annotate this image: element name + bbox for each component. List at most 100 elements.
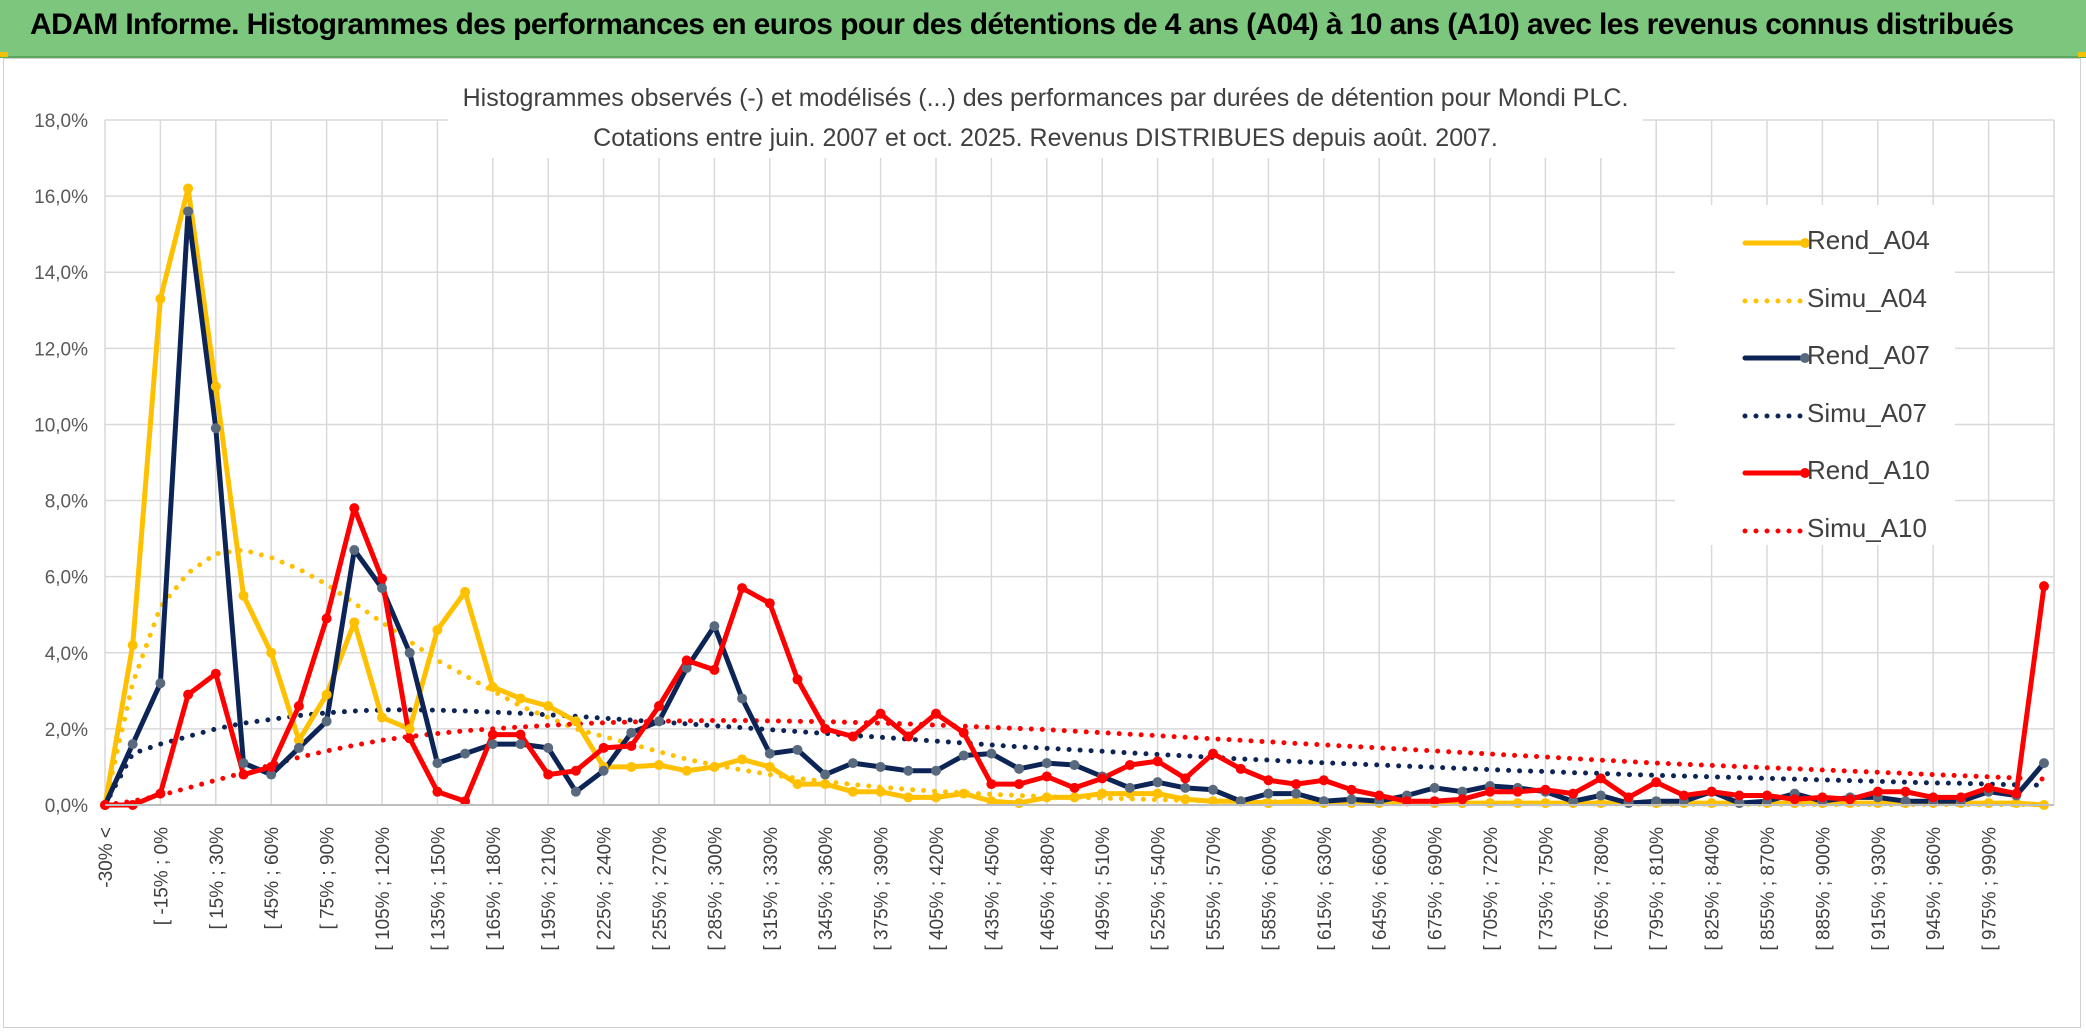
- chart-frame: [3, 58, 2081, 1028]
- data-point-rend_a10: [238, 769, 249, 780]
- data-point-rend_a07: [1263, 788, 1274, 799]
- data-point-rend_a07: [1346, 794, 1357, 805]
- legend-item-rend_a07: Rend_A07: [1675, 338, 1955, 378]
- data-point-rend_a04: [931, 792, 941, 803]
- data-point-rend_a10: [432, 786, 443, 797]
- data-point-rend_a04: [903, 792, 914, 803]
- data-point-rend_a04: [183, 183, 194, 194]
- data-point-rend_a10: [543, 769, 554, 780]
- data-point-rend_a04: [764, 761, 775, 772]
- data-point-rend_a07: [1595, 790, 1606, 801]
- data-point-rend_a10: [460, 796, 471, 807]
- data-point-rend_a07: [1069, 760, 1080, 771]
- y-tick-label: 14,0%: [34, 263, 88, 284]
- data-point-rend_a04: [986, 796, 997, 807]
- data-point-rend_a10: [349, 503, 360, 514]
- data-point-rend_a04: [1485, 798, 1495, 809]
- data-point-rend_a04: [792, 779, 803, 790]
- series-markers: [100, 183, 2049, 810]
- data-point-rend_a07: [543, 742, 554, 753]
- data-point-rend_a04: [155, 293, 166, 304]
- data-point-rend_a07: [958, 750, 969, 761]
- data-point-rend_a07: [626, 727, 637, 738]
- data-point-rend_a04: [1041, 792, 1052, 803]
- data-point-rend_a10: [1097, 773, 1108, 784]
- data-point-rend_a07: [1900, 796, 1911, 807]
- data-point-rend_a10: [293, 701, 304, 712]
- data-point-rend_a04: [681, 765, 692, 776]
- data-point-rend_a04: [349, 617, 360, 628]
- data-point-rend_a07: [293, 742, 304, 753]
- legend-item-simu_a04: Simu_A04: [1675, 281, 1955, 321]
- data-point-rend_a07: [1208, 784, 1218, 795]
- data-point-rend_a10: [1401, 796, 1412, 807]
- x-tick-label: [ 255% ; 270%: [650, 827, 671, 951]
- legend-label: Rend_A04: [1807, 225, 1930, 255]
- data-point-rend_a10: [654, 701, 664, 712]
- data-point-rend_a10: [1817, 792, 1828, 803]
- data-point-rend_a04: [737, 754, 748, 765]
- x-tick-label: [ 45% ; 60%: [262, 827, 283, 930]
- data-point-rend_a04: [1263, 798, 1274, 809]
- data-point-rend_a07: [709, 621, 720, 632]
- data-point-rend_a07: [1651, 796, 1662, 807]
- data-point-rend_a10: [986, 779, 997, 790]
- x-tick-label: [ 915% ; 930%: [1869, 827, 1890, 951]
- x-tick-label: [ 615% ; 630%: [1315, 827, 1336, 951]
- corner-mark-left: [0, 52, 8, 57]
- data-point-rend_a10: [903, 731, 914, 742]
- data-point-rend_a10: [958, 727, 969, 738]
- data-point-rend_a07: [1235, 796, 1246, 807]
- legend-label: Rend_A07: [1807, 340, 1930, 371]
- data-point-rend_a04: [210, 381, 221, 392]
- y-tick-label: 10,0%: [34, 415, 88, 436]
- data-point-rend_a07: [764, 748, 775, 759]
- data-point-rend_a04: [487, 682, 498, 693]
- x-tick-label: [ 585% ; 600%: [1259, 827, 1280, 951]
- x-tick-label: [ 735% ; 750%: [1536, 827, 1557, 951]
- data-point-rend_a04: [1152, 788, 1163, 799]
- y-tick-label: 2,0%: [45, 720, 88, 741]
- x-tick-label: [ 885% ; 900%: [1813, 827, 1834, 951]
- data-point-rend_a10: [321, 613, 332, 624]
- x-tick-label: [ 285% ; 300%: [705, 827, 726, 951]
- data-point-rend_a07: [792, 744, 803, 755]
- data-point-rend_a04: [266, 647, 277, 658]
- data-point-rend_a10: [1457, 794, 1468, 805]
- x-tick-label: [ 705% ; 720%: [1481, 827, 1502, 951]
- y-tick-label: 12,0%: [34, 339, 88, 360]
- data-point-rend_a10: [183, 689, 194, 700]
- data-point-rend_a04: [570, 716, 581, 727]
- data-point-rend_a10: [1706, 786, 1717, 797]
- data-point-rend_a07: [598, 765, 609, 776]
- x-tick-label: [ 135% ; 150%: [428, 827, 449, 951]
- data-point-rend_a04: [1983, 798, 1994, 809]
- data-point-rend_a07: [986, 748, 997, 759]
- data-point-rend_a10: [1346, 784, 1357, 795]
- data-point-rend_a04: [321, 689, 332, 700]
- legend-label: Simu_A10: [1807, 513, 1927, 543]
- corner-mark-right: [2078, 52, 2086, 57]
- data-point-rend_a10: [931, 708, 941, 719]
- data-point-rend_a07: [931, 765, 941, 776]
- data-point-rend_a10: [155, 788, 166, 799]
- x-tick-label: [ 225% ; 240%: [595, 827, 616, 951]
- data-point-rend_a04: [293, 735, 304, 746]
- legend-item-rend_a04: Rend_A04: [1675, 223, 1955, 263]
- x-tick-label: [ 825% ; 840%: [1703, 827, 1724, 951]
- data-point-rend_a10: [2011, 788, 2022, 799]
- chart-title-line1: Histogrammes observés (-) et modélisés (…: [462, 84, 1629, 112]
- data-point-rend_a07: [903, 765, 914, 776]
- data-point-rend_a04: [238, 590, 249, 601]
- chart-title: Histogrammes observés (-) et modélisés (…: [448, 78, 1643, 158]
- data-point-rend_a10: [847, 731, 858, 742]
- legend-swatch: [1742, 413, 1808, 419]
- data-point-rend_a04: [460, 586, 471, 597]
- data-point-rend_a10: [1983, 782, 1994, 793]
- legend-swatch: [1742, 353, 1810, 364]
- data-point-rend_a10: [820, 723, 831, 734]
- data-point-rend_a04: [1706, 798, 1717, 809]
- data-point-rend_a04: [875, 786, 886, 797]
- data-point-rend_a04: [709, 761, 720, 772]
- data-point-rend_a04: [1512, 798, 1523, 809]
